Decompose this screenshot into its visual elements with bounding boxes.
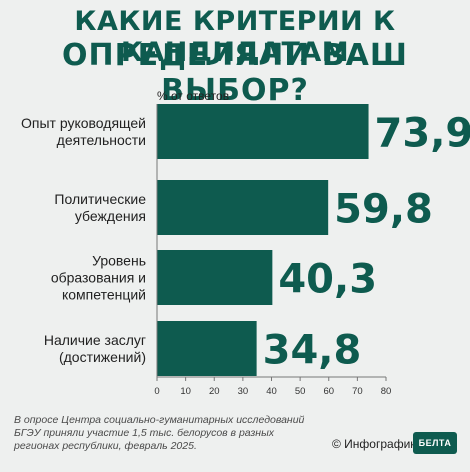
category-label-4: Наличие заслуг (достижений) xyxy=(44,332,146,365)
chart-title-line1: КАКИЕ КРИТЕРИИ К КАНДИДАТАМ xyxy=(74,6,396,68)
x-tick-label-60: 60 xyxy=(323,386,334,397)
belta-logo: БЕЛТА xyxy=(413,432,457,454)
bar-3 xyxy=(157,250,273,305)
value-label-1: 73,9 xyxy=(375,111,470,157)
x-tick-label-70: 70 xyxy=(352,386,363,397)
chart-title-line2: ОПРЕДЕЛЯЛИ ВАШ ВЫБОР? xyxy=(62,38,408,108)
infographic-credit: © Инфографика xyxy=(332,437,423,451)
bar-4 xyxy=(157,321,257,376)
value-label-4: 34,8 xyxy=(263,328,362,374)
bar-chart: % от ответов 73,9 Опыт руководящей деятельн… xyxy=(21,89,470,397)
bar-1 xyxy=(157,104,369,159)
bar-2 xyxy=(157,180,329,235)
x-tick-label-10: 10 xyxy=(180,386,191,397)
x-tick-label-0: 0 xyxy=(154,386,159,397)
x-tick-label-40: 40 xyxy=(266,386,277,397)
value-label-2: 59,8 xyxy=(334,187,433,233)
x-tick-label-20: 20 xyxy=(209,386,220,397)
value-label-3: 40,3 xyxy=(278,257,377,303)
axis-title: % от ответов xyxy=(157,89,229,103)
category-label-2: Политические убеждения xyxy=(54,191,146,224)
survey-note: В опросе Центра социально-гуманитарных и… xyxy=(14,414,305,452)
x-tick-label-80: 80 xyxy=(381,386,392,397)
category-label-1: Опыт руководящей деятельности xyxy=(21,115,146,148)
category-label-3: Уровень образования и компетенций xyxy=(51,253,146,303)
x-tick-label-50: 50 xyxy=(295,386,306,397)
x-tick-label-30: 30 xyxy=(238,386,249,397)
